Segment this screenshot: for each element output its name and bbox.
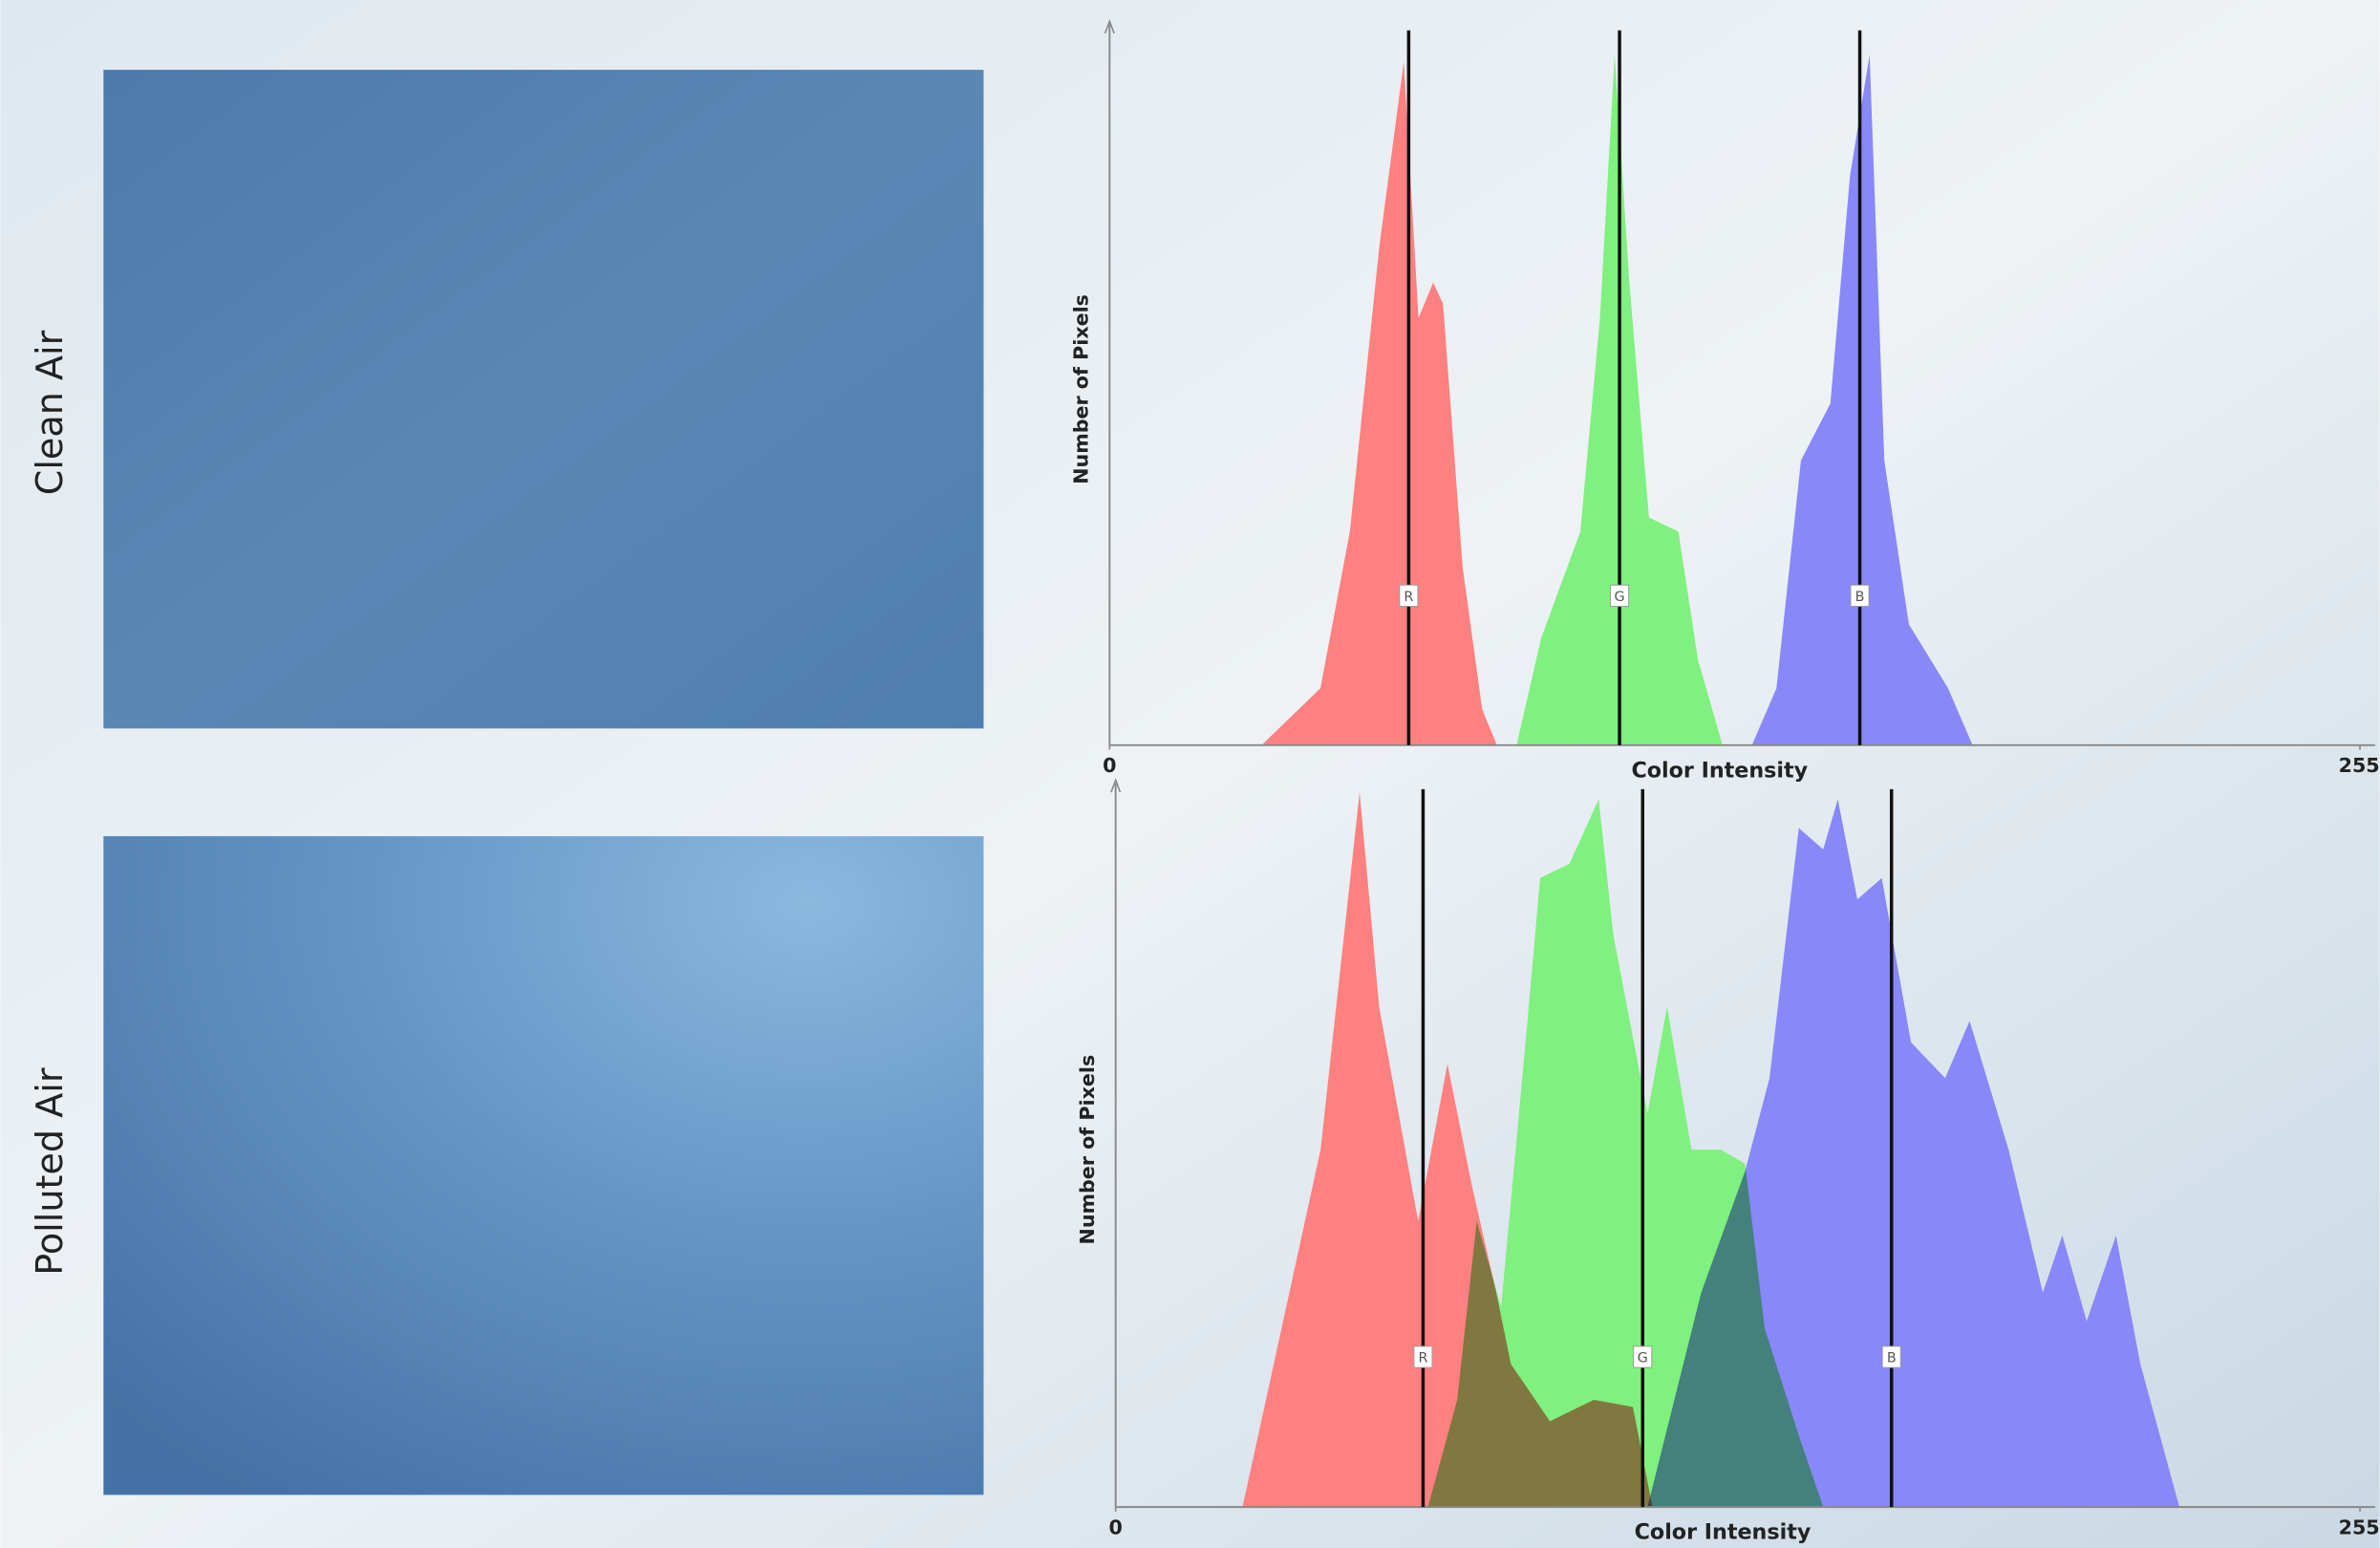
clean-air-photo — [103, 70, 983, 728]
x-tick-label: 255 — [2339, 754, 2380, 777]
mean-label: R — [1404, 590, 1413, 605]
y-axis-label: Number of Pixels — [1076, 1055, 1099, 1245]
mean-label: G — [1615, 590, 1625, 605]
x-tick-label: 255 — [2339, 1516, 2380, 1538]
y-axis-label: Number of Pixels — [1070, 294, 1093, 484]
page: {"photo_labels": ["Clean Air", "Polluted… — [0, 0, 2380, 1548]
x-tick-label: 0 — [1103, 754, 1116, 777]
x-tick-label: 0 — [1108, 1516, 1122, 1538]
figure: Clean Air Polluted Air 0 255 Color Intensi… — [0, 0, 2380, 1548]
mean-label: R — [1418, 1351, 1427, 1366]
x-axis-label: Color Intensity — [1635, 1520, 1812, 1545]
mean-label: G — [1638, 1351, 1648, 1366]
row-label: Polluted Air — [29, 1067, 71, 1276]
x-axis-label: Color Intensity — [1631, 758, 1808, 783]
polluted-air-photo — [103, 836, 983, 1494]
mean-label: B — [1855, 590, 1865, 605]
row-label: Clean Air — [29, 330, 71, 495]
mean-label: B — [1887, 1351, 1897, 1366]
